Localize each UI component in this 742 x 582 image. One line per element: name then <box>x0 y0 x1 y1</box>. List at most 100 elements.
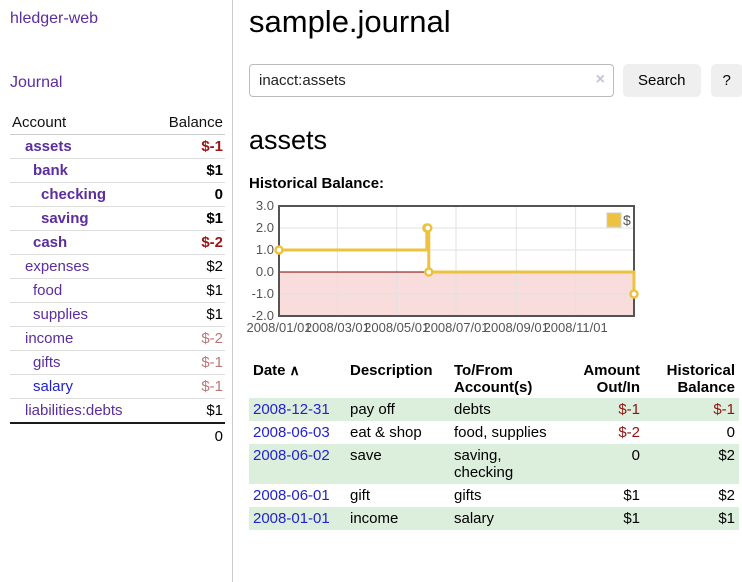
chart-canvas[interactable]: $3.0 2.0 1.0 0.0 -1.0 -2.02008/01/012008/03/0… <box>246 198 649 344</box>
legend-label: $ <box>623 212 631 228</box>
account-balance: $1 <box>152 398 225 424</box>
chart-border <box>278 205 635 317</box>
account-row: cash $-2 <box>10 230 225 255</box>
account-link[interactable]: supplies <box>33 306 89 323</box>
data-point[interactable] <box>629 289 639 299</box>
account-link[interactable]: checking <box>41 186 107 203</box>
register-header-balance: Historical Balance <box>666 362 735 396</box>
data-point[interactable] <box>423 223 433 233</box>
transaction-date-link[interactable]: 2008-12-31 <box>253 401 330 418</box>
accounts-table-body: assets $-1 bank $1 checking 0 saving $1 cash $-2 e… <box>10 134 225 424</box>
account-balance: $-1 <box>152 134 225 159</box>
account-link[interactable]: liabilities:debts <box>25 402 123 419</box>
account-balance: $-2 <box>152 326 225 351</box>
transaction-balance: 0 <box>726 424 735 441</box>
register-row: 2008-06-02 save saving, checking 0 $2 <box>249 444 739 484</box>
account-balance: $2 <box>152 254 225 279</box>
search-form: × Search ? <box>249 64 742 97</box>
account-row: supplies $1 <box>10 302 225 327</box>
register-row: 2008-01-01 income salary $1 $1 <box>249 507 739 530</box>
account-link[interactable]: cash <box>33 234 68 251</box>
search-button[interactable]: Search <box>623 64 701 97</box>
register-header-description: Description <box>350 362 433 379</box>
transaction-amount: $1 <box>623 487 640 504</box>
transaction-date-link[interactable]: 2008-06-03 <box>253 424 330 441</box>
accounts-table-header: Account Balance <box>10 111 225 135</box>
transaction-date-link[interactable]: 2008-06-01 <box>253 487 330 504</box>
data-point[interactable] <box>274 245 284 255</box>
accounts-table: Account Balance assets $-1 bank $1 checking 0… <box>10 111 225 448</box>
account-link[interactable]: assets <box>25 138 72 155</box>
account-balance: $-1 <box>152 374 225 399</box>
account-link[interactable]: income <box>25 330 74 347</box>
account-link[interactable]: salary <box>33 378 74 395</box>
account-link[interactable]: food <box>33 282 63 299</box>
transaction-balance: $-1 <box>713 401 735 418</box>
legend-swatch <box>606 212 622 228</box>
search-input[interactable] <box>249 64 614 97</box>
transaction-date-link[interactable]: 2008-06-02 <box>253 447 330 464</box>
account-row: bank $1 <box>10 158 225 183</box>
account-balance: 0 <box>152 182 225 207</box>
transaction-amount: $-1 <box>618 401 640 418</box>
transaction-accounts: food, supplies <box>454 424 547 441</box>
clear-search-icon[interactable]: × <box>595 71 605 88</box>
account-row: gifts $-1 <box>10 350 225 375</box>
account-row: food $1 <box>10 278 225 303</box>
account-balance: $1 <box>152 302 225 327</box>
account-row: saving $1 <box>10 206 225 231</box>
account-total-row: 0 <box>10 422 225 448</box>
y-axis-tick-label: 0.0 <box>256 264 274 279</box>
transaction-accounts: salary <box>454 510 495 527</box>
y-axis-tick-label: 3.0 <box>256 198 274 213</box>
account-balance: $1 <box>152 158 225 183</box>
account-row: expenses $2 <box>10 254 225 279</box>
account-column-header: Account <box>10 111 153 135</box>
transaction-description: save <box>350 447 382 464</box>
x-axis-tick-label: 2008/11/01 <box>544 320 608 335</box>
account-row: assets $-1 <box>10 134 225 159</box>
transaction-balance: $2 <box>718 447 735 464</box>
transaction-date-link[interactable]: 2008-01-01 <box>253 510 330 527</box>
transaction-accounts: gifts <box>454 487 482 504</box>
account-row: liabilities:debts $1 <box>10 398 225 424</box>
search-input-wrap: × <box>249 64 614 97</box>
account-link[interactable]: saving <box>41 210 89 227</box>
register-row: 2008-12-31 pay off debts $-1 $-1 <box>249 398 739 421</box>
account-link[interactable]: bank <box>33 162 69 179</box>
help-button[interactable]: ? <box>710 64 742 97</box>
x-axis-tick-label: 2008/07/01 <box>423 320 488 335</box>
account-balance: $-1 <box>152 350 225 375</box>
app-title-link[interactable]: hledger-web <box>10 10 99 27</box>
transaction-description: pay off <box>350 401 395 418</box>
historical-balance-chart[interactable]: $3.0 2.0 1.0 0.0 -1.0 -2.0 2008/01/01 2008/03/0… <box>246 198 742 344</box>
balance-column-header: Balance <box>152 111 225 135</box>
account-link[interactable]: gifts <box>33 354 61 371</box>
account-link[interactable]: expenses <box>25 258 90 275</box>
transaction-description: income <box>350 510 399 527</box>
x-axis-tick-label: 2008/09/01 <box>484 320 549 335</box>
main-content: sample.journal × Search ? assets Histori… <box>233 0 742 582</box>
transaction-balance: $1 <box>718 510 735 527</box>
sidebar-item-journal[interactable]: Journal <box>10 74 63 91</box>
x-axis-tick-label: 2008/03/01 <box>305 320 370 335</box>
register-header-accounts: To/From Account(s) <box>454 362 533 396</box>
transaction-amount: $1 <box>623 510 640 527</box>
y-axis-tick-label: 1.0 <box>256 242 274 257</box>
transaction-accounts: saving, checking <box>454 447 514 481</box>
chart-label: Historical Balance: <box>249 175 385 192</box>
register-header-date[interactable]: Date ∧ <box>253 362 300 379</box>
x-axis-tick-label: 2008/01/01 <box>246 320 311 335</box>
data-point[interactable] <box>424 267 434 277</box>
account-page-title: assets <box>249 125 328 155</box>
transaction-balance: $2 <box>718 487 735 504</box>
account-row: checking 0 <box>10 182 225 207</box>
account-total-balance: 0 <box>152 422 225 448</box>
y-axis-tick-label: 2.0 <box>256 220 274 235</box>
x-axis-tick-label: 2008/05/01 <box>364 320 429 335</box>
account-row: salary $-1 <box>10 374 225 399</box>
register-table-body: 2008-12-31 pay off debts $-1 $-1 2008-06-03 ea… <box>249 398 739 530</box>
register-header-row: Date ∧ Description To/From Account(s) Amo… <box>249 360 739 398</box>
register-row: 2008-06-03 eat & shop food, supplies $-2 0 <box>249 421 739 444</box>
